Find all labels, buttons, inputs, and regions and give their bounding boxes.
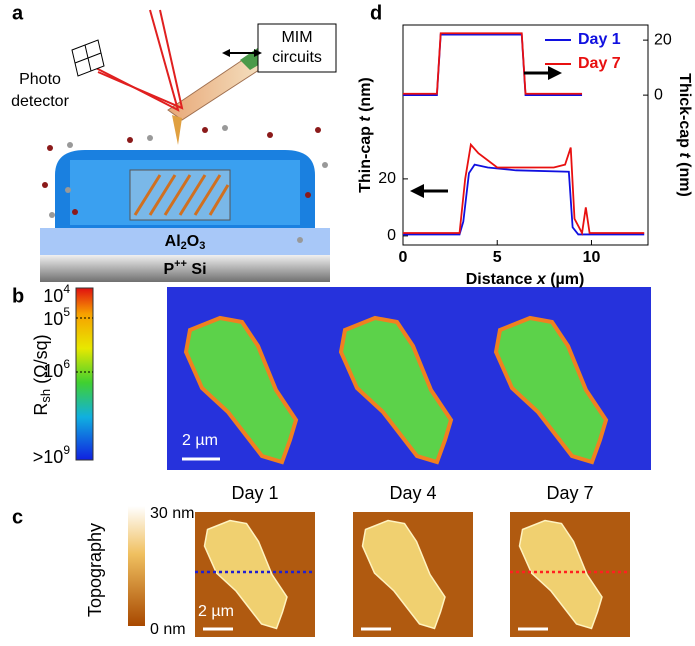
flake: [338, 315, 454, 465]
schematic: [40, 9, 337, 282]
tip: [172, 115, 182, 145]
dots: [42, 125, 328, 243]
y2-tick-label: 20: [654, 31, 672, 48]
legend-label: Day 7: [578, 55, 621, 72]
substrate-label: P++ Si: [163, 258, 206, 278]
x-tick-label: 10: [583, 249, 601, 266]
mim-label: MIM: [281, 29, 312, 46]
panel-label: d: [370, 2, 382, 24]
y2-tick-label: 0: [654, 86, 663, 103]
plot-frame: [402, 24, 649, 246]
colorbar-label: 104: [43, 282, 70, 306]
image-title: Day 1: [231, 483, 278, 503]
laser: [97, 9, 184, 110]
y-tick-label: 0: [387, 227, 396, 244]
flake: [493, 315, 609, 465]
colorbar: [75, 287, 94, 461]
panel-label: a: [12, 2, 24, 24]
oxide-label: Al2O3: [165, 233, 206, 252]
oxide: [40, 228, 330, 255]
colorbar-max: 30 nm: [150, 505, 194, 522]
series-line: [403, 32, 583, 95]
flake: [203, 519, 288, 630]
colorbar-label: >109: [33, 443, 71, 467]
photodetector: [71, 39, 105, 77]
series-line: [403, 33, 583, 97]
colorbar-title: Topography: [85, 523, 105, 617]
image-title: Day 7: [546, 483, 593, 503]
y-tick-label: 20: [378, 170, 396, 187]
flake: [183, 315, 299, 465]
flake: [518, 519, 603, 630]
colorbar-title: Rsh (Ω/sq): [31, 334, 54, 415]
scale-bar-label: 2 µm: [182, 432, 218, 449]
image-title: Day 4: [389, 483, 436, 503]
scale-bar-label: 2 µm: [198, 603, 234, 620]
y2-axis-label: Thick-cap t (nm): [676, 73, 693, 197]
arrow-head: [410, 184, 424, 198]
colorbar-label: 105: [43, 305, 70, 329]
x-tick-label: 5: [493, 249, 502, 266]
panel-label: b: [12, 285, 24, 307]
laser: [89, 9, 180, 112]
mim-box: [257, 23, 337, 73]
detector-label: Photo: [19, 71, 61, 88]
y-axis-label: Thin-cap t (nm): [357, 77, 374, 193]
x-tick-label: 0: [399, 249, 408, 266]
crystal-stripes: [133, 174, 230, 216]
flake: [361, 519, 446, 630]
arrow-head: [222, 49, 262, 57]
colorbar: [128, 506, 145, 626]
mim-label: circuits: [272, 49, 322, 66]
series-line: [403, 163, 645, 236]
legend-label: Day 1: [578, 31, 621, 48]
x-axis-label: Distance x (µm): [466, 271, 585, 288]
colorbar-label: 106: [43, 357, 70, 381]
substrate: [40, 255, 330, 282]
detector-label: detector: [11, 93, 69, 110]
series-line: [403, 142, 645, 236]
arrow-head: [548, 66, 562, 80]
colorbar-min: 0 nm: [150, 621, 186, 638]
panel-label: c: [12, 506, 23, 528]
